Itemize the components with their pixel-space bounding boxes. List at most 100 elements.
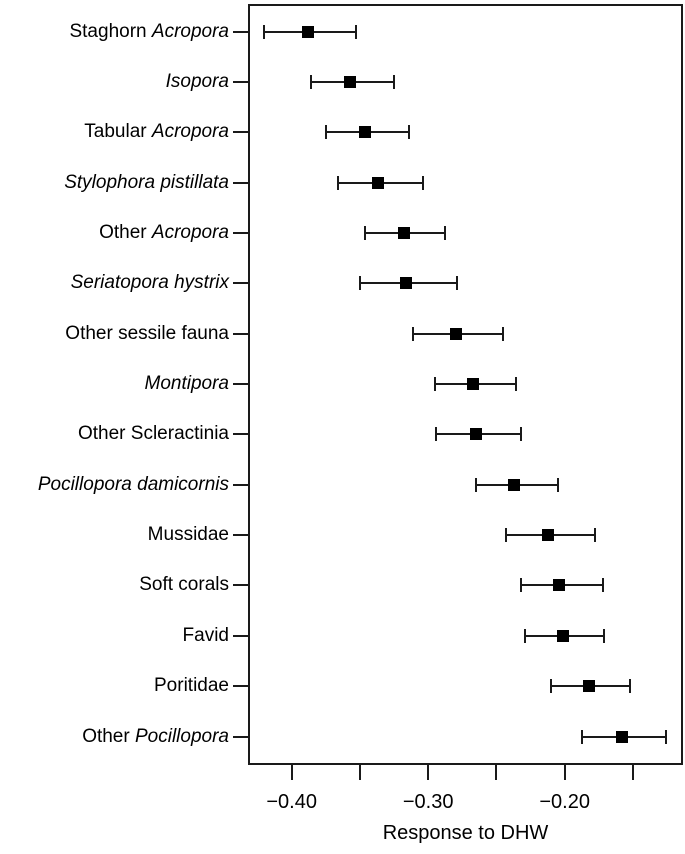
error-bar-upper-cap bbox=[601, 578, 604, 593]
category-label-italic-part: Stylophora pistillata bbox=[64, 171, 229, 193]
y-tick bbox=[233, 735, 248, 738]
category-label-part: Other Scleractinia bbox=[77, 423, 229, 445]
error-bar-lower-cap bbox=[434, 377, 437, 392]
category-label: Seriatopora hystrix bbox=[0, 271, 229, 295]
y-tick bbox=[233, 685, 248, 688]
error-bar-lower-cap bbox=[309, 75, 312, 90]
y-tick bbox=[233, 181, 248, 184]
category-label-part: Mussidae bbox=[147, 524, 229, 546]
category-label-part: Soft corals bbox=[139, 574, 229, 596]
error-bar-upper-cap bbox=[514, 377, 517, 392]
category-label: Other Scleractinia bbox=[0, 422, 229, 446]
x-tick bbox=[427, 765, 430, 780]
point-marker bbox=[344, 76, 357, 89]
point-marker bbox=[371, 176, 384, 189]
category-label: Tabular Acropora bbox=[0, 120, 229, 144]
error-bar-lower-cap bbox=[435, 427, 438, 442]
category-label-part: Poritidae bbox=[154, 675, 229, 697]
category-label: Other Acropora bbox=[0, 221, 229, 245]
y-tick bbox=[233, 534, 248, 537]
category-label: Stylophora pistillata bbox=[0, 171, 229, 195]
category-label-italic-part: Acropora bbox=[151, 121, 229, 143]
x-tick-label: −0.20 bbox=[539, 791, 590, 813]
error-bar-lower-cap bbox=[581, 729, 584, 744]
error-bar-upper-cap bbox=[408, 125, 411, 140]
y-tick bbox=[233, 232, 248, 235]
point-marker bbox=[449, 327, 462, 340]
error-bar-upper-cap bbox=[455, 276, 458, 291]
y-tick bbox=[233, 634, 248, 637]
category-label-part: Favid bbox=[182, 624, 229, 646]
point-marker bbox=[397, 227, 410, 240]
error-bar-lower-cap bbox=[474, 477, 477, 492]
y-tick bbox=[233, 584, 248, 587]
y-tick bbox=[233, 433, 248, 436]
category-label-part: Other bbox=[82, 725, 135, 747]
y-tick bbox=[233, 483, 248, 486]
category-label: Mussidae bbox=[0, 523, 229, 547]
x-tick bbox=[563, 765, 566, 780]
error-bar-lower-cap bbox=[505, 528, 507, 543]
y-tick bbox=[233, 81, 248, 84]
error-bar-lower-cap bbox=[412, 326, 415, 341]
x-tick-label: −0.40 bbox=[266, 791, 317, 813]
point-marker bbox=[557, 629, 570, 642]
error-bar-upper-cap bbox=[664, 729, 667, 744]
y-tick bbox=[233, 332, 248, 335]
category-label: Isopora bbox=[0, 70, 229, 94]
error-bar-upper-cap bbox=[603, 628, 606, 643]
category-label-italic-part: Pocillopora damicornis bbox=[37, 473, 229, 495]
x-tick bbox=[495, 765, 498, 780]
category-label-italic-part: Seriatopora hystrix bbox=[70, 272, 229, 294]
y-tick bbox=[233, 30, 248, 33]
point-marker bbox=[616, 730, 629, 743]
category-label-part: Staghorn bbox=[69, 20, 152, 42]
error-bar-lower-cap bbox=[524, 628, 527, 643]
point-marker bbox=[508, 478, 521, 491]
error-bar-lower-cap bbox=[520, 578, 523, 593]
x-tick bbox=[358, 765, 361, 780]
error-bar-upper-cap bbox=[556, 477, 559, 492]
category-label: Poritidae bbox=[0, 674, 229, 698]
category-label: Montipora bbox=[0, 372, 230, 396]
category-label: Other sessile fauna bbox=[0, 322, 229, 346]
point-marker bbox=[467, 378, 480, 391]
category-label-italic-part: Acropora bbox=[151, 222, 229, 244]
error-bar-upper-cap bbox=[629, 679, 632, 694]
error-bar-lower-cap bbox=[364, 226, 367, 241]
error-bar-upper-cap bbox=[443, 226, 446, 241]
category-label: Favid bbox=[0, 624, 229, 648]
category-label-italic-part: Montipora bbox=[144, 373, 230, 395]
error-bar-upper-cap bbox=[593, 528, 596, 543]
category-label: Soft corals bbox=[0, 573, 229, 597]
category-label-part: Other sessile fauna bbox=[65, 322, 229, 344]
error-bar-lower-cap bbox=[358, 276, 361, 291]
error-bar-upper-cap bbox=[502, 326, 505, 341]
x-tick bbox=[290, 765, 293, 780]
error-bar-lower-cap bbox=[550, 679, 553, 694]
error-bar-lower-cap bbox=[324, 125, 327, 140]
point-marker bbox=[359, 126, 372, 139]
category-label-italic-part: Isopora bbox=[165, 71, 229, 93]
error-bar-lower-cap bbox=[337, 175, 340, 190]
y-tick bbox=[233, 282, 248, 285]
x-axis-label: Response to DHW bbox=[382, 822, 549, 844]
error-bar-upper-cap bbox=[393, 75, 396, 90]
point-marker bbox=[553, 579, 566, 592]
error-bar-upper-cap bbox=[520, 427, 523, 442]
error-bar-lower-cap bbox=[263, 24, 266, 39]
x-tick bbox=[631, 765, 634, 780]
error-bar-upper-cap bbox=[354, 24, 357, 39]
category-label: Staghorn Acropora bbox=[0, 20, 229, 44]
category-label: Pocillopora damicornis bbox=[0, 473, 229, 497]
y-tick bbox=[233, 131, 248, 134]
point-marker bbox=[542, 529, 555, 542]
point-marker bbox=[583, 680, 596, 693]
category-label-italic-part: Acropora bbox=[151, 20, 229, 42]
point-marker bbox=[400, 277, 413, 290]
category-label: Other Pocillopora bbox=[0, 725, 229, 749]
error-bar-upper-cap bbox=[421, 175, 424, 190]
y-tick bbox=[233, 383, 248, 386]
category-label-part: Other bbox=[99, 222, 152, 244]
